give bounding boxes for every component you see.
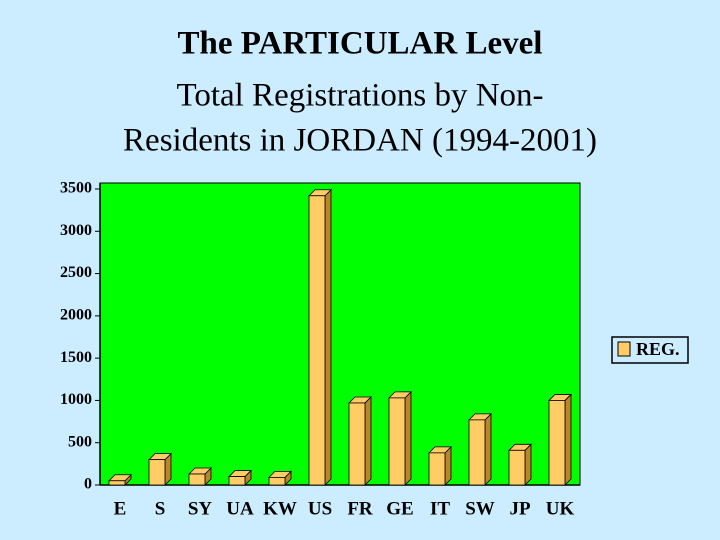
y-tick-label: 2500 <box>60 264 92 281</box>
y-tick-label: 1500 <box>60 349 92 366</box>
y-tick-label: 1000 <box>60 391 92 408</box>
bar-face <box>428 452 446 486</box>
bar <box>268 470 292 486</box>
bar-face <box>484 412 492 486</box>
bar-face <box>324 188 332 486</box>
legend-swatch <box>617 341 631 357</box>
y-tick-label: 2000 <box>60 307 92 324</box>
bar-face <box>348 402 366 486</box>
y-tick-label: 3500 <box>60 180 92 197</box>
y-tick-label: 0 <box>84 476 92 493</box>
bar-face <box>444 445 452 486</box>
x-tick-label: KW <box>263 498 297 519</box>
bar-face <box>228 476 246 486</box>
bar-face <box>188 473 206 486</box>
bar-face <box>108 480 126 486</box>
bar <box>348 396 372 486</box>
bar-face <box>364 396 372 486</box>
chart-title: The PARTICULAR Level <box>178 26 543 62</box>
bar-face <box>508 449 526 486</box>
bar-face <box>524 443 532 486</box>
x-tick-label: FR <box>347 498 373 519</box>
x-tick-label: UA <box>226 498 254 519</box>
x-tick-label: IT <box>430 498 450 519</box>
x-tick-label: E <box>114 498 127 519</box>
x-tick-label: S <box>155 498 166 519</box>
chart-subtitle: Residents in JORDAN (1994-2001) <box>123 123 597 159</box>
bar-face <box>548 400 566 486</box>
bar-face <box>148 459 166 486</box>
chart-subtitle: Total Registrations by Non- <box>176 78 543 114</box>
bar-face <box>404 390 412 486</box>
y-tick-label: 500 <box>68 433 92 450</box>
bar <box>308 188 332 486</box>
bar <box>188 467 212 486</box>
legend-label: REG. <box>636 339 680 359</box>
bar-face <box>468 419 486 486</box>
bar-face <box>564 393 572 486</box>
bar <box>548 393 572 486</box>
bar <box>508 443 532 486</box>
bar <box>428 445 452 486</box>
x-tick-label: US <box>308 498 332 519</box>
bar <box>108 473 132 486</box>
bar <box>148 452 172 486</box>
bar <box>468 412 492 486</box>
plot-area <box>99 182 581 486</box>
bar-face <box>308 195 326 486</box>
bar-face <box>268 476 286 486</box>
bar <box>388 390 412 486</box>
x-tick-label: GE <box>386 498 413 519</box>
x-tick-label: UK <box>546 498 575 519</box>
x-tick-label: SW <box>465 498 495 519</box>
bar-face <box>388 397 406 486</box>
y-tick-label: 3000 <box>60 222 92 239</box>
x-tick-label: JP <box>509 498 531 519</box>
x-tick-label: SY <box>188 498 213 519</box>
bar <box>228 469 252 486</box>
